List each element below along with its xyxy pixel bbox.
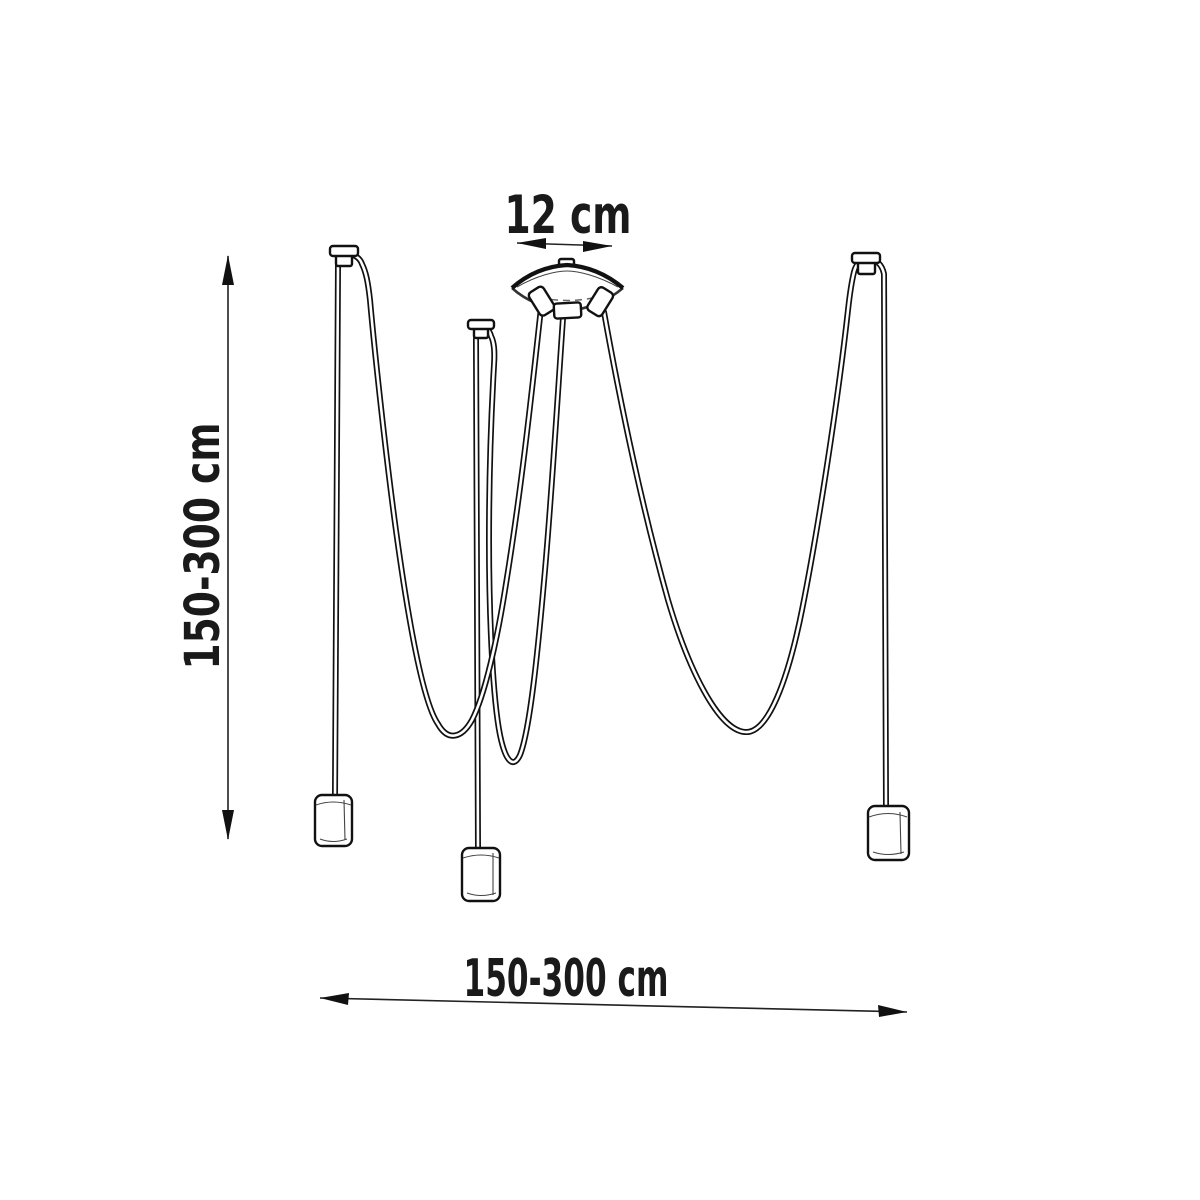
cable-left xyxy=(332,251,544,798)
ceiling-hook-middle xyxy=(466,318,496,340)
arrowhead-up-icon xyxy=(222,255,234,285)
ceiling-hook-left xyxy=(328,244,360,268)
dimension-spread-width: 150-300 cm xyxy=(319,949,908,1017)
ceiling-hook-right xyxy=(850,251,882,276)
bulb-socket-left xyxy=(313,793,354,848)
cable-grip-left xyxy=(527,285,556,317)
spread-width-arrow-line xyxy=(319,997,908,1013)
arrowhead-right-icon xyxy=(878,1005,907,1017)
spread-width-label: 150-300 cm xyxy=(464,949,669,1009)
arrowhead-right-icon xyxy=(583,241,612,252)
arrowhead-left-icon xyxy=(517,238,546,249)
cable-middle xyxy=(472,315,566,853)
dimension-hanging-height: 150-300 cm xyxy=(175,255,234,840)
ceiling-canopy xyxy=(510,257,625,320)
dimension-canopy-width: 12 cm xyxy=(505,185,632,252)
canopy-width-label: 12 cm xyxy=(505,185,632,246)
bulb-socket-right xyxy=(866,804,911,862)
cable-grip-right xyxy=(586,286,615,318)
arrowhead-down-icon xyxy=(222,810,234,840)
hanging-height-label: 150-300 cm xyxy=(175,423,231,670)
arrowhead-left-icon xyxy=(320,993,349,1005)
cable-grip-middle xyxy=(552,301,583,320)
cable-right xyxy=(601,255,889,811)
bulb-socket-middle xyxy=(460,846,502,903)
